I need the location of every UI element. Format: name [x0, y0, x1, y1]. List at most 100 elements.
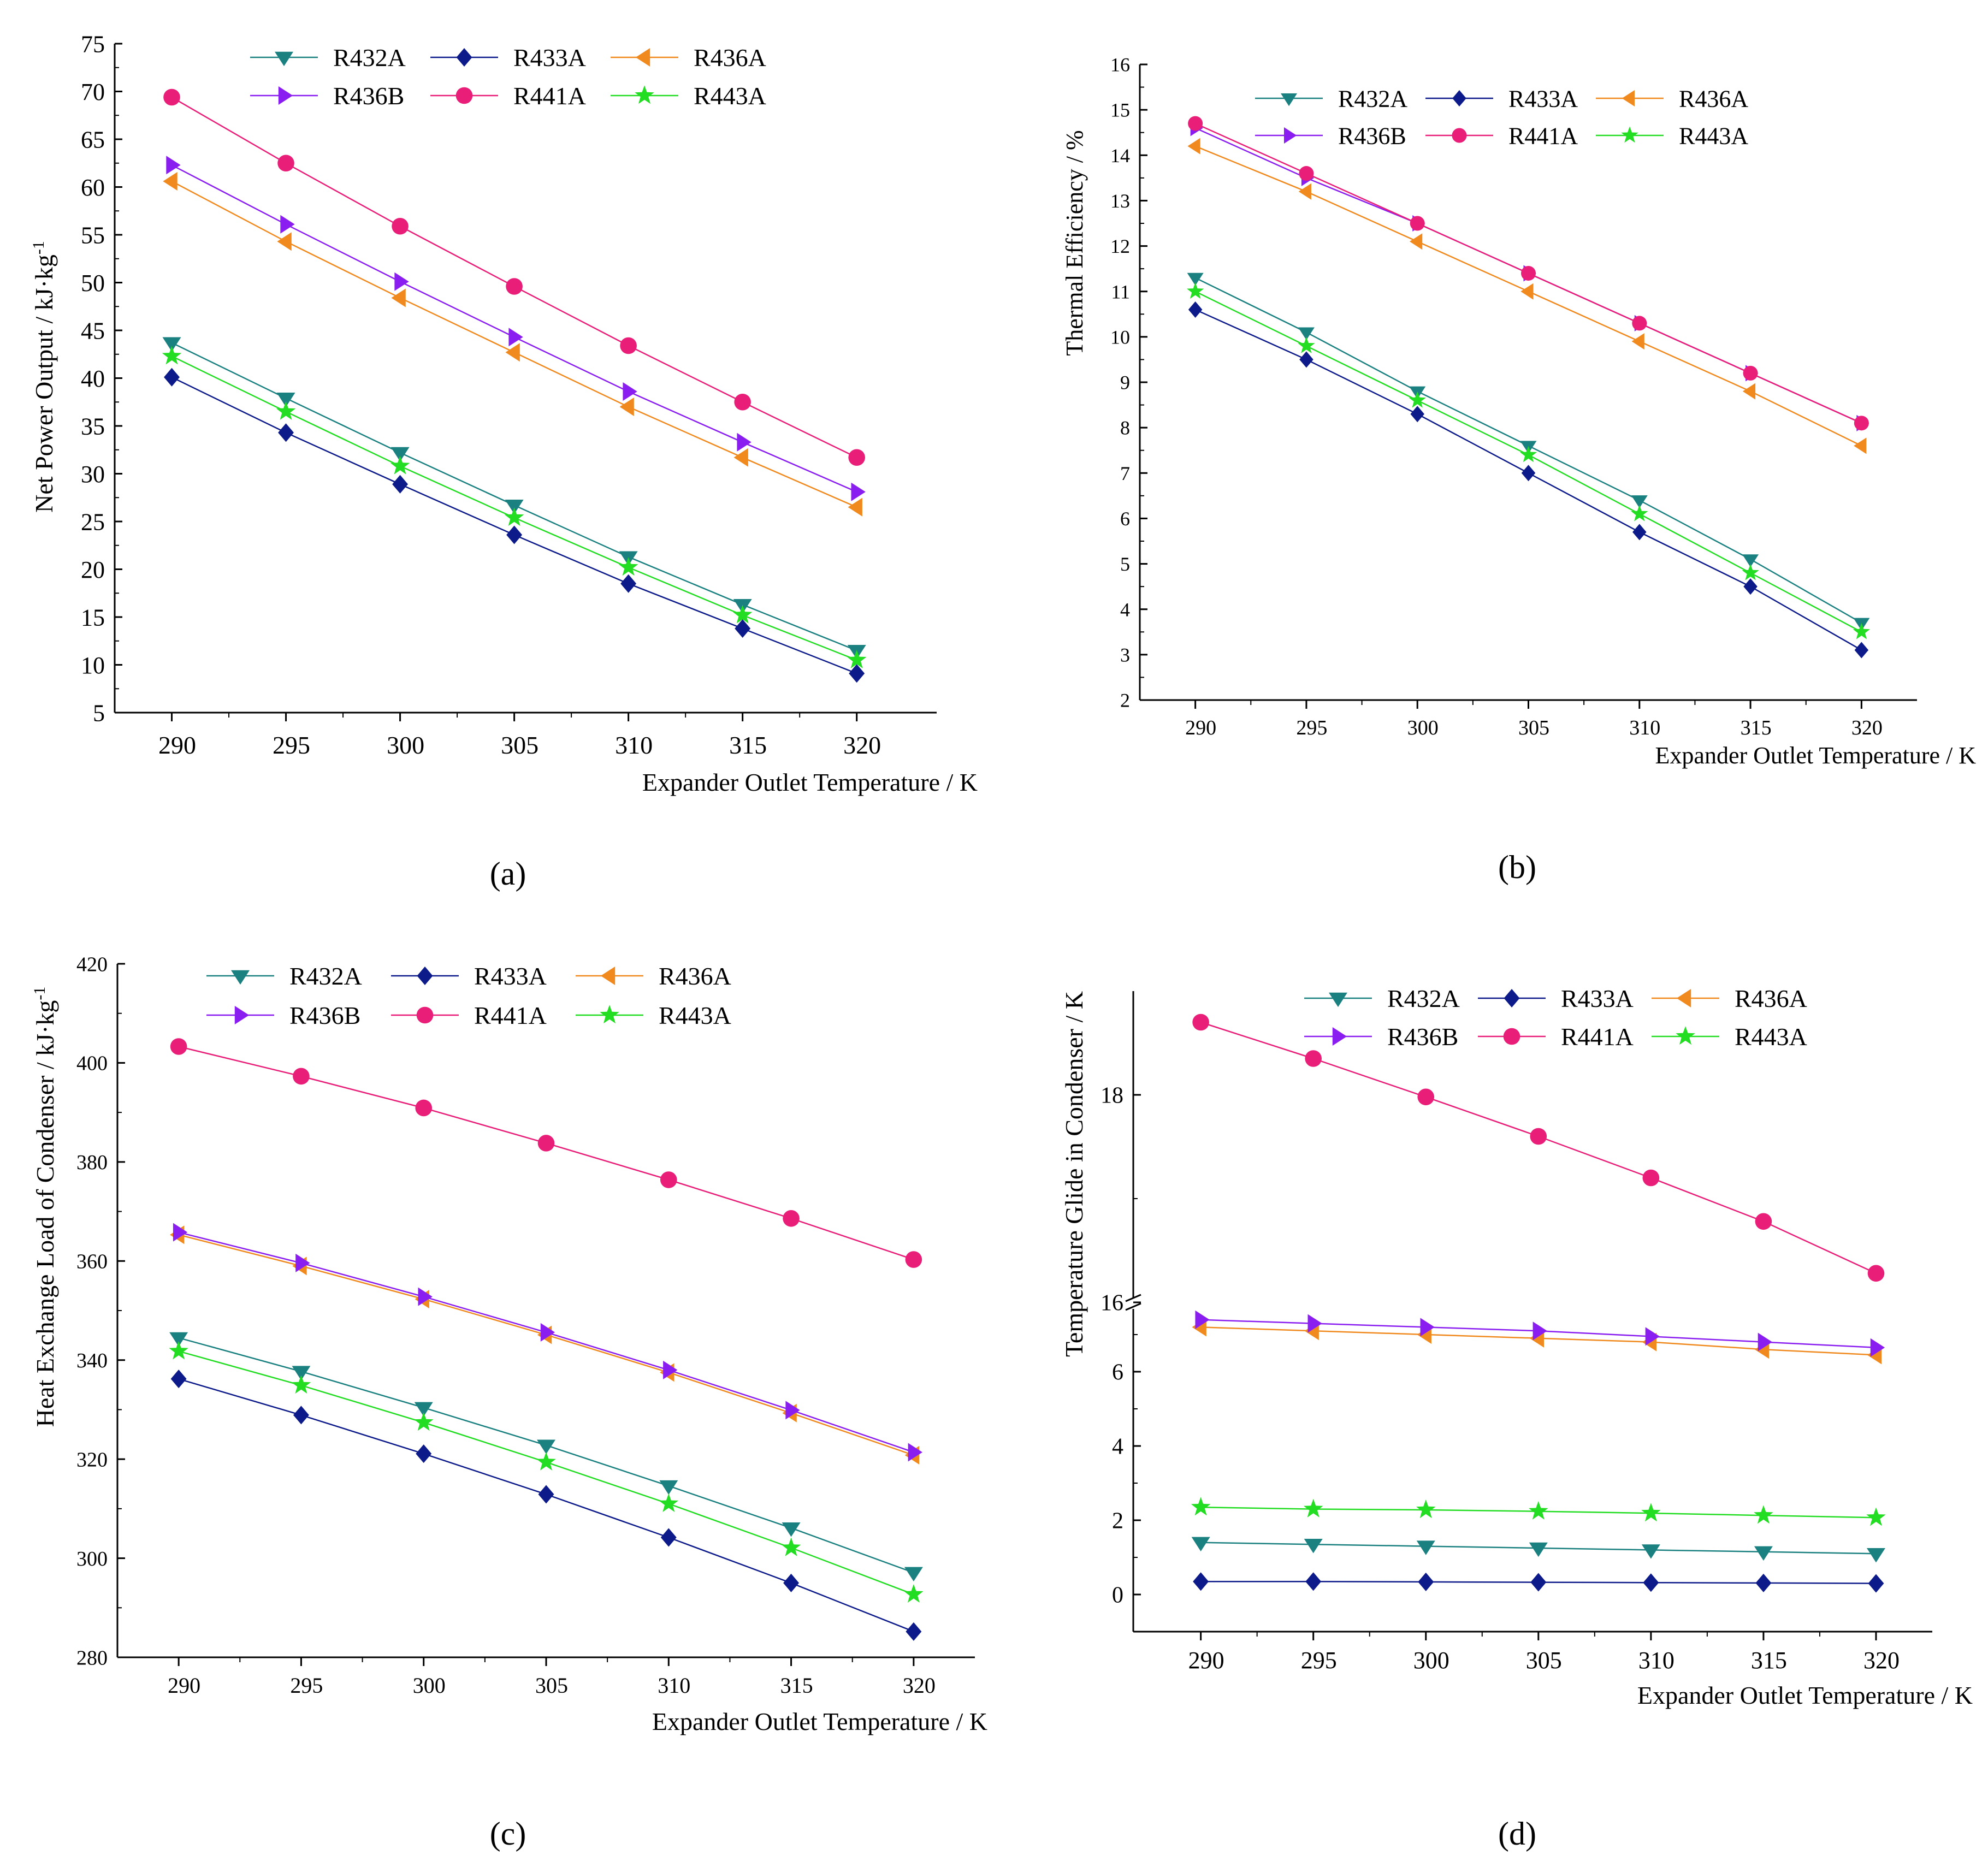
data-point-R432A — [169, 1332, 188, 1347]
y-tick-label: 340 — [76, 1349, 108, 1372]
x-tick-label: 305 — [1526, 1647, 1562, 1674]
data-point-R436A — [1520, 283, 1534, 300]
data-point-R432A — [659, 1480, 678, 1495]
series-line-R441A — [178, 1046, 914, 1260]
x-tick-label: 300 — [1407, 716, 1439, 739]
data-point-R432A — [1742, 554, 1759, 567]
data-point-R436A — [391, 288, 406, 307]
data-point-R441A — [1642, 1169, 1660, 1187]
y-tick-label: 3 — [1120, 644, 1130, 666]
legend-marker-R436A — [1622, 90, 1635, 106]
data-point-R433A — [1868, 1574, 1884, 1593]
y-axis-label: Thermal Efficiency / % — [1061, 130, 1088, 355]
data-point-R443A — [1191, 1497, 1211, 1516]
legend-marker-R436B — [234, 1006, 250, 1024]
data-point-R432A — [1866, 1548, 1885, 1563]
data-point-R441A — [1530, 1128, 1547, 1145]
data-point-R433A — [735, 619, 751, 638]
data-point-R441A — [277, 155, 294, 172]
data-point-R436A — [733, 448, 748, 467]
y-tick-label: 10 — [1110, 326, 1130, 348]
data-point-R436A — [505, 343, 520, 362]
data-point-R436A — [277, 232, 292, 251]
y-tick-label: 320 — [76, 1448, 108, 1471]
legend-marker-R433A — [417, 967, 433, 985]
legend-label-R433A: R433A — [474, 962, 547, 990]
y-tick-label: 12 — [1110, 235, 1130, 257]
y-tick-label: 15 — [81, 604, 105, 631]
data-point-R432A — [390, 447, 410, 462]
legend-marker-R436B — [1284, 127, 1297, 144]
data-point-R432A — [1187, 272, 1204, 286]
data-point-R432A — [1416, 1540, 1435, 1555]
data-point-R433A — [1188, 301, 1203, 318]
data-point-R443A — [781, 1537, 801, 1556]
x-tick-label: 290 — [1185, 716, 1216, 739]
legend-label-R441A: R441A — [474, 1001, 547, 1029]
x-tick-label: 305 — [535, 1673, 568, 1698]
x-tick-label: 295 — [273, 731, 310, 759]
data-point-R443A — [1187, 282, 1204, 299]
y-tick-label: 18 — [1100, 1083, 1123, 1109]
data-point-R443A — [1631, 505, 1648, 521]
data-point-R443A — [1754, 1505, 1773, 1524]
legend-marker-R441A — [1452, 128, 1467, 143]
data-point-R433A — [1854, 642, 1869, 659]
y-tick-label: 35 — [81, 413, 105, 440]
data-point-R433A — [849, 664, 865, 683]
y-tick-label: 70 — [81, 79, 105, 105]
data-point-R436B — [1870, 1338, 1885, 1357]
data-point-R441A — [506, 278, 523, 295]
y-tick-label: 2 — [1120, 690, 1130, 712]
data-point-R441A — [1521, 265, 1536, 281]
data-point-R436A — [1854, 437, 1867, 454]
data-point-R441A — [1743, 365, 1758, 381]
y-tick-label: 380 — [76, 1151, 108, 1174]
data-point-R432A — [537, 1439, 555, 1454]
data-point-R433A — [1299, 351, 1313, 368]
data-point-R433A — [1418, 1572, 1434, 1591]
data-point-R443A — [1641, 1503, 1661, 1522]
y-tick-label: 6 — [1112, 1360, 1123, 1385]
data-point-R436B — [1420, 1318, 1435, 1337]
data-point-R443A — [169, 1341, 188, 1360]
x-tick-label: 300 — [1413, 1647, 1449, 1674]
data-point-R436B — [851, 482, 866, 501]
y-tick-label: 6 — [1120, 508, 1130, 530]
data-point-R436B — [166, 156, 181, 175]
data-point-R443A — [1866, 1507, 1886, 1526]
series-line-R432A — [171, 342, 857, 651]
legend-marker-R432A — [275, 51, 293, 67]
series-line-R436B — [171, 164, 857, 493]
data-point-R436A — [619, 398, 634, 416]
series-line-R436A — [171, 180, 857, 508]
data-point-R441A — [392, 217, 409, 235]
data-point-R436B — [394, 272, 409, 291]
panel-caption: (b) — [1498, 849, 1536, 885]
chart-panel-a: 5 10 15 20 25 30 35 40 45 50 55 60 65 70 75 290 295 300 30… — [29, 31, 978, 892]
legend-label-R443A: R443A — [1679, 122, 1748, 149]
y-axis-label: Net Power Output / kJ·kg-1 — [29, 241, 58, 513]
data-point-R432A — [1298, 327, 1315, 340]
data-point-R443A — [659, 1493, 679, 1512]
legend-label-R432A: R432A — [289, 962, 362, 990]
x-tick-label: 320 — [1863, 1647, 1900, 1674]
data-point-R436B — [295, 1253, 310, 1272]
y-tick-label: 4 — [1120, 598, 1130, 620]
data-point-R443A — [732, 604, 753, 624]
legend-label-R433A: R433A — [1508, 85, 1578, 112]
data-point-R443A — [504, 507, 524, 526]
series-line-R441A — [1200, 1021, 1877, 1274]
data-point-R432A — [1191, 1537, 1210, 1551]
data-point-R433A — [1521, 465, 1536, 482]
data-point-R436A — [163, 172, 177, 191]
x-tick-label: 305 — [501, 731, 539, 759]
y-tick-label: 10 — [81, 652, 105, 679]
chart-panel-d: 0 2 4 6 16 18 290 295 300 305 310 315 320 Expander Ou… — [1060, 985, 1973, 1852]
y-tick-label: 16 — [1110, 54, 1130, 76]
data-point-R432A — [1631, 495, 1648, 508]
legend-label-R432A: R432A — [333, 44, 406, 72]
data-point-R436B — [280, 215, 295, 234]
data-point-R433A — [278, 423, 294, 442]
